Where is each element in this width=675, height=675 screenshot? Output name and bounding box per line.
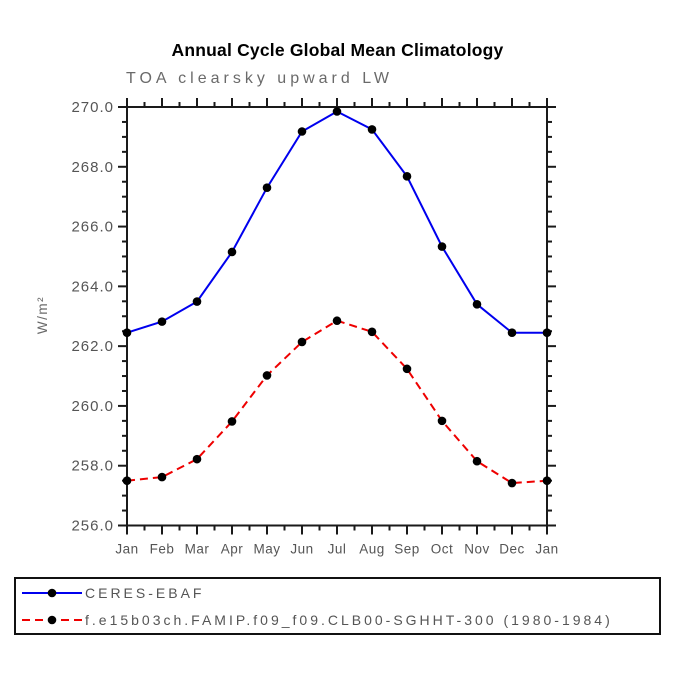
y-tick-label: 262.0 — [71, 338, 114, 355]
x-tick-label: Apr — [221, 542, 244, 557]
legend-box: CERES-EBAF f.e15b03ch.FAMIP.f09_f09.CLB0… — [14, 577, 661, 635]
legend-label-ceres-ebaf: CERES-EBAF — [85, 584, 205, 601]
y-tick-label: 258.0 — [71, 458, 114, 475]
data-point-marker — [507, 328, 517, 337]
x-tick-label: Jul — [328, 542, 347, 557]
legend-marker-dot-icon — [47, 588, 57, 597]
data-point-marker — [122, 328, 132, 337]
y-tick-label: 260.0 — [71, 398, 114, 415]
legend-label-model-run: f.e15b03ch.FAMIP.f09_f09.CLB00-SGHHT-300… — [85, 611, 613, 628]
chart-title: Annual Cycle Global Mean Climatology — [171, 40, 504, 60]
y-tick-label: 268.0 — [71, 159, 114, 176]
legend-item-ceres-ebaf: CERES-EBAF — [16, 580, 659, 605]
y-tick-label: 256.0 — [71, 518, 114, 535]
data-point-marker — [472, 299, 482, 309]
x-tick-label: Aug — [359, 542, 385, 557]
data-point-marker — [192, 454, 202, 464]
chart-subtitle: TOA clearsky upward LW — [126, 70, 394, 87]
data-point-marker — [367, 125, 377, 134]
data-point-marker — [227, 247, 237, 257]
x-tick-label: Dec — [499, 542, 525, 557]
y-tick-label: 270.0 — [71, 99, 114, 116]
y-tick-label: 266.0 — [71, 219, 114, 236]
data-point-marker — [262, 371, 272, 380]
data-point-marker — [402, 172, 412, 181]
series-line-1 — [126, 319, 548, 485]
data-point-marker — [332, 316, 342, 326]
data-point-marker — [472, 456, 482, 466]
data-point-marker — [157, 317, 167, 326]
x-tick-label: Nov — [464, 542, 490, 557]
data-point-marker — [437, 242, 447, 251]
data-point-marker — [227, 417, 237, 426]
x-tick-label: Jan — [535, 542, 558, 557]
legend-marker-dot-icon — [47, 615, 57, 624]
x-tick-label: Sep — [394, 542, 420, 557]
data-point-marker — [402, 364, 412, 374]
plot-area: 256.0 258.0 260.0 262.0 264.0 266.0 268.0 270.0… — [71, 98, 558, 557]
data-point-marker — [367, 327, 377, 337]
x-tick-label: May — [253, 542, 280, 557]
data-point-marker — [157, 472, 167, 482]
data-point-marker — [437, 416, 447, 426]
data-point-marker — [297, 337, 307, 347]
x-tick-label: Feb — [150, 542, 175, 557]
x-tick-label: Jun — [290, 542, 313, 557]
data-point-marker — [542, 328, 552, 337]
data-point-marker — [332, 107, 342, 116]
x-tick-label: Mar — [185, 542, 210, 557]
data-point-marker — [192, 297, 202, 306]
x-tick-label: Oct — [431, 542, 454, 557]
legend-line-sample-dashed — [22, 615, 82, 624]
x-tick-label: Jan — [115, 542, 138, 557]
data-point-marker — [542, 476, 552, 485]
series-line-0 — [126, 110, 547, 334]
y-tick-label: 264.0 — [71, 278, 114, 295]
data-point-marker — [262, 183, 272, 193]
data-point-marker — [297, 127, 307, 136]
legend-line-sample-solid — [22, 588, 82, 597]
legend-item-model-run: f.e15b03ch.FAMIP.f09_f09.CLB00-SGHHT-300… — [16, 607, 659, 632]
data-point-marker — [122, 476, 132, 485]
data-point-marker — [507, 478, 517, 488]
